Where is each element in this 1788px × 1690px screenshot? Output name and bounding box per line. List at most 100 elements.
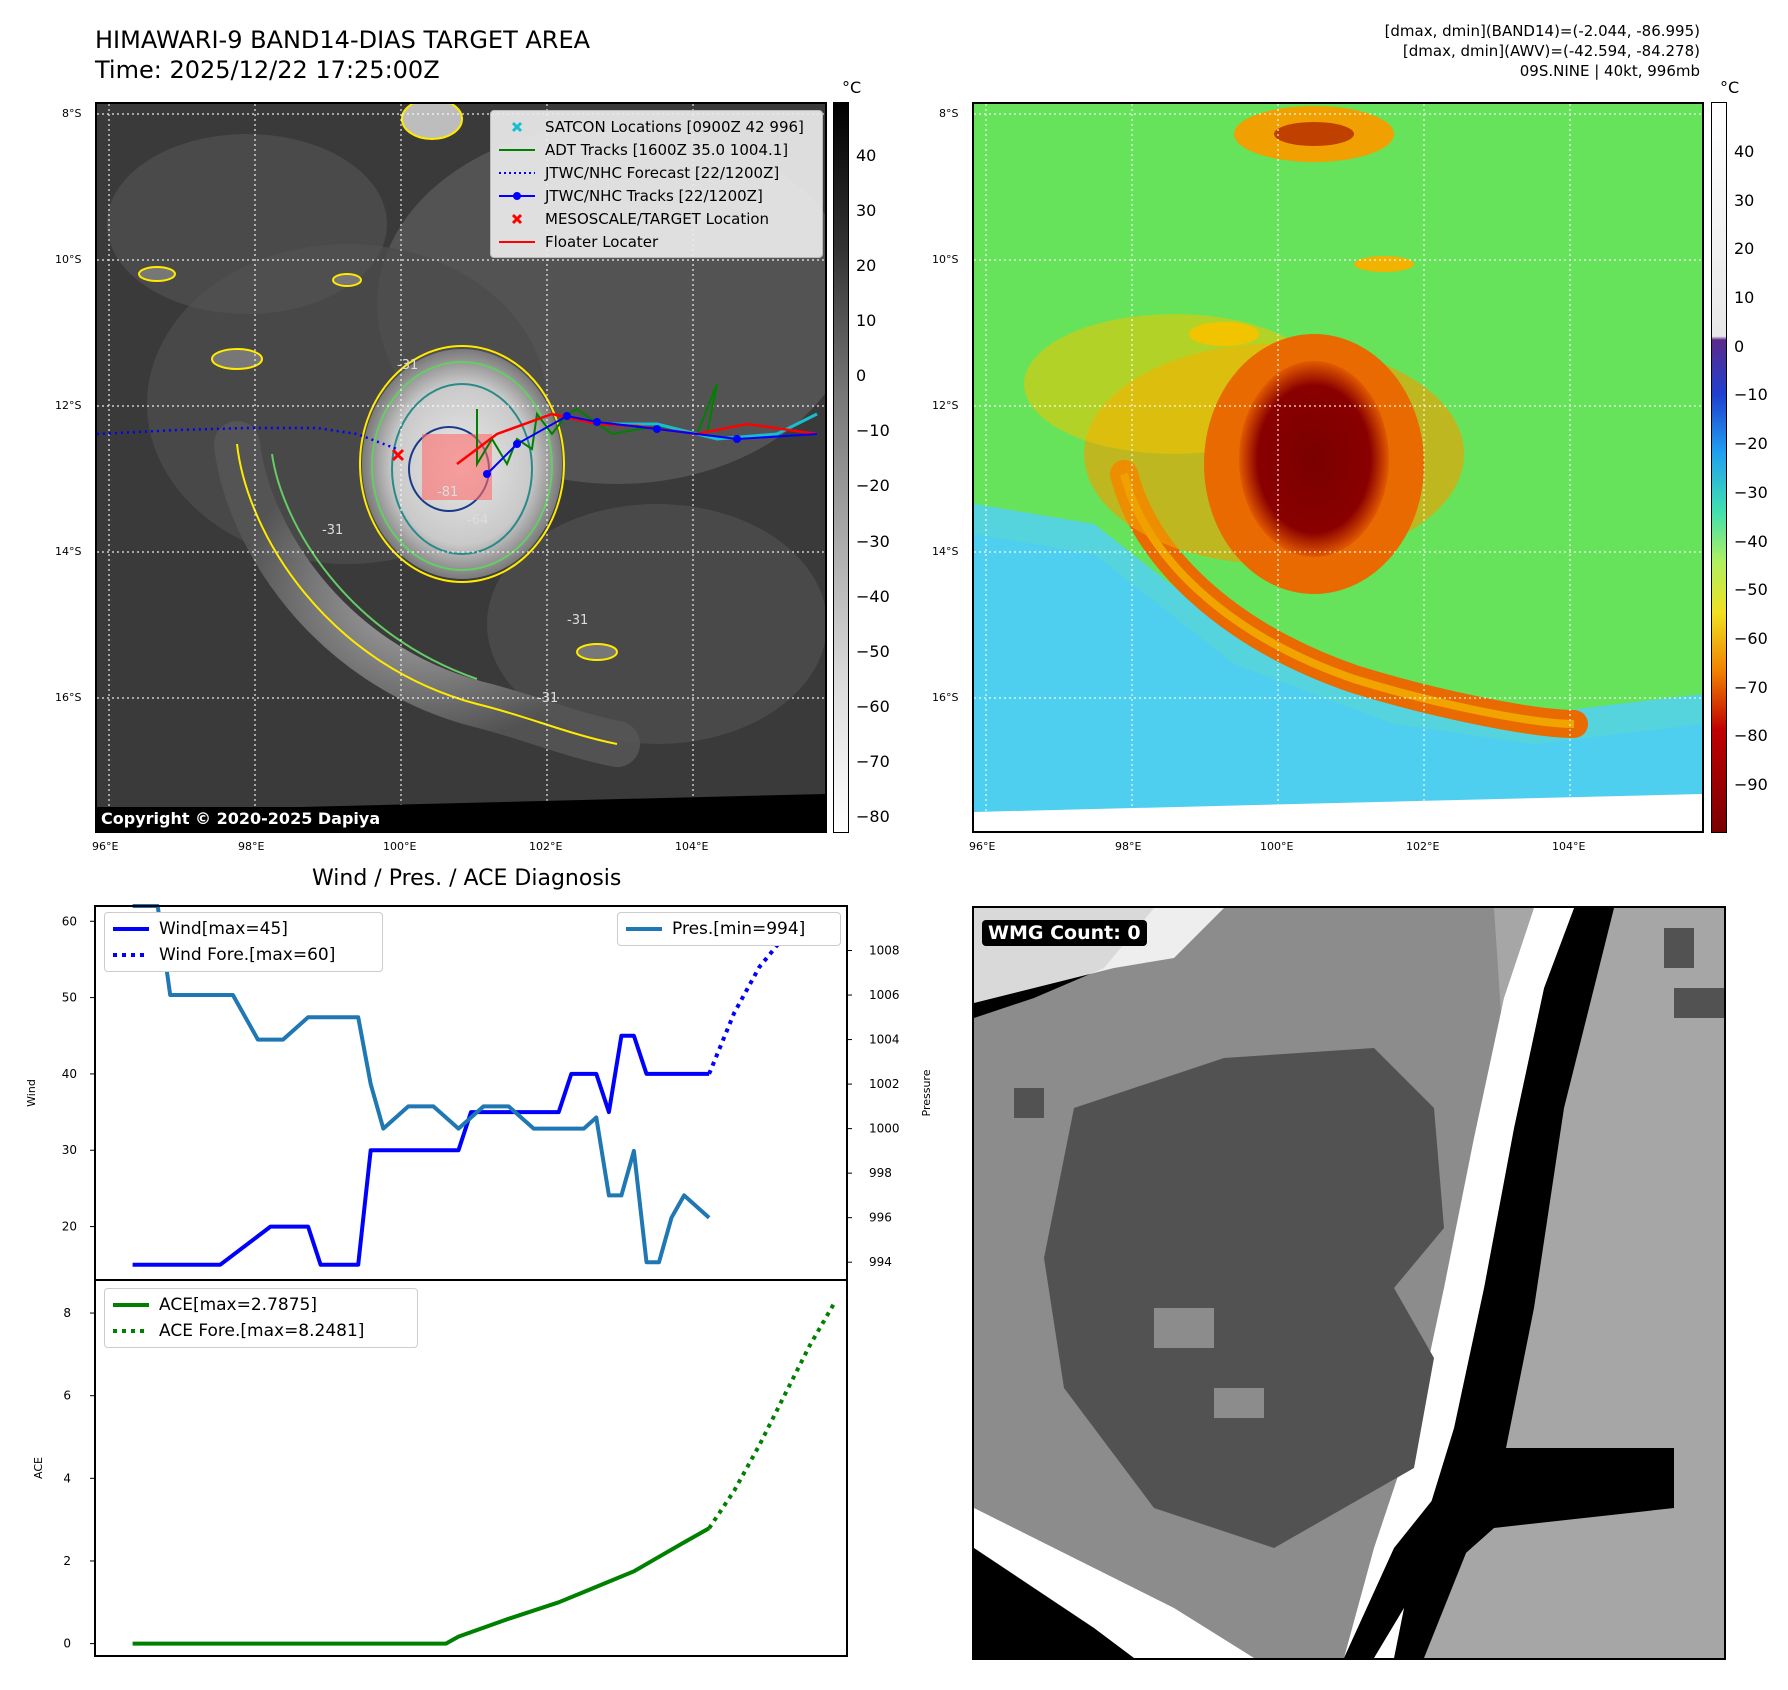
contour-label: -81 (437, 485, 458, 500)
wind-pressure-plot: 20 30 40 50 60 994 996 998 1000 1002 1004 1006 1008 (62, 904, 900, 1269)
dotted-line-icon (111, 1323, 151, 1339)
lon-label: 102°E (1406, 840, 1440, 853)
lat-label: 8°S (939, 107, 959, 120)
solid-line-icon (497, 234, 537, 250)
ir-colorbar (833, 102, 849, 833)
lat-label: 12°S (55, 399, 82, 412)
wind-tick-label: 40 (62, 1067, 77, 1081)
dotted-line-icon (111, 947, 151, 963)
x-marker-icon (497, 119, 537, 135)
contour-label: -31 (537, 691, 558, 706)
ace-series-1 (707, 1301, 837, 1530)
contour-label: -31 (322, 523, 343, 538)
ace-plot-frame (94, 1279, 848, 1657)
wind-axis-label: Wind (25, 1079, 38, 1107)
line-dot-icon (497, 188, 537, 204)
diagnosis-chart: 203040506099499699810001002100410061008 … (25, 904, 933, 1657)
awv-range: [dmax, dmin](AWV)=(-42.594, -84.278) (1402, 42, 1700, 60)
pressure-tick-label: 1004 (869, 1033, 900, 1047)
ace-series-0 (132, 1526, 711, 1646)
legend-item-jtwc-forecast: JTWC/NHC Forecast [22/1200Z] (497, 161, 822, 184)
storm-summary: 09S.NINE | 40kt, 996mb (1519, 62, 1700, 80)
pressure-tick-label: 998 (869, 1166, 892, 1180)
satcon-track (597, 412, 818, 441)
dias-map-panel (972, 102, 1704, 833)
pressure-axis-label: Pressure (920, 1069, 933, 1116)
legend-item-wind: Wind[max=45] (111, 916, 376, 942)
legend-item-wind-forecast: Wind Fore.[max=60] (111, 942, 376, 968)
ace-tick-label: 0 (63, 1637, 71, 1651)
copyright-label: Copyright © 2020-2025 Dapiya (97, 807, 387, 830)
legend-item-adt: ADT Tracks [1600Z 35.0 1004.1] (497, 138, 822, 161)
lat-label: 10°S (932, 253, 959, 266)
x-marker-icon (497, 211, 537, 227)
target-marker (391, 448, 405, 462)
ace-tick-label: 2 (63, 1554, 71, 1568)
wind-tick-label: 60 (62, 914, 77, 928)
lon-label: 96°E (92, 840, 119, 853)
wmg-panel: WMG Count: 0 (972, 906, 1726, 1660)
wind-series-2 (132, 904, 711, 1265)
lon-label: 100°E (1260, 840, 1294, 853)
legend-item-ace-forecast: ACE Fore.[max=8.2481] (111, 1318, 411, 1344)
ace-axis-label: ACE (32, 1457, 45, 1479)
lon-label: 96°E (969, 840, 996, 853)
lon-label: 104°E (675, 840, 709, 853)
ace-legend: ACE[max=2.7875] ACE Fore.[max=8.2481] (104, 1288, 418, 1348)
lon-label: 102°E (529, 840, 563, 853)
lat-label: 16°S (55, 691, 82, 704)
ir-map-panel: -31 -64 -81 -31 -31 -31 SATCON Locations… (95, 102, 827, 833)
legend-item-ace: ACE[max=2.7875] (111, 1292, 411, 1318)
pressure-tick-label: 1006 (869, 988, 900, 1002)
ace-tick-label: 8 (63, 1306, 71, 1320)
legend-item-jtwc-track: JTWC/NHC Tracks [22/1200Z] (497, 184, 822, 207)
legend-item-floater: Floater Locater (497, 230, 822, 253)
pressure-legend: Pres.[min=994] (617, 912, 841, 946)
pressure-tick-label: 996 (869, 1211, 892, 1225)
lon-label: 100°E (383, 840, 417, 853)
lat-label: 16°S (932, 691, 959, 704)
pressure-tick-label: 1002 (869, 1077, 900, 1091)
map-title-line1: HIMAWARI-9 BAND14-DIAS TARGET AREA (95, 26, 591, 54)
wind-tick-label: 20 (62, 1220, 77, 1234)
legend-item-target: MESOSCALE/TARGET Location (497, 207, 822, 230)
band14-range: [dmax, dmin](BAND14)=(-2.044, -86.995) (1384, 22, 1700, 40)
ir-colorbar-ticks: 40 30 20 10 0 −10 −20 −30 −40 −50 −60 −7… (856, 146, 890, 826)
solid-line-icon (111, 1297, 151, 1313)
lon-label: 98°E (1115, 840, 1142, 853)
wind-series-0 (132, 1033, 710, 1267)
lon-label: 104°E (1552, 840, 1586, 853)
wmg-image (974, 908, 1724, 1658)
solid-line-icon (497, 142, 537, 158)
ace-plot: 0 2 4 6 8 (63, 1301, 837, 1651)
wind-legend: Wind[max=45] Wind Fore.[max=60] (104, 912, 383, 972)
dias-colorbar-ticks: 40 30 20 10 0 −10 −20 −30 −40 −50 −60 −7… (1734, 142, 1768, 794)
jtwc-forecast-line (97, 426, 398, 451)
pressure-tick-label: 994 (869, 1255, 892, 1269)
contour-label: -31 (397, 358, 418, 373)
lat-label: 10°S (55, 253, 82, 266)
ace-tick-label: 6 (63, 1389, 71, 1403)
wind-tick-label: 50 (62, 991, 77, 1005)
legend-item-pressure: Pres.[min=994] (624, 916, 834, 942)
contour-label: -31 (567, 613, 588, 628)
lat-label: 8°S (62, 107, 82, 120)
dias-colorbar-unit: °C (1720, 78, 1740, 97)
solid-line-icon (624, 921, 664, 937)
pressure-tick-label: 1008 (869, 944, 900, 958)
pressure-tick-label: 1000 (869, 1122, 900, 1136)
lat-label: 14°S (932, 545, 959, 558)
ir-colorbar-unit: °C (842, 78, 862, 97)
dias-map-image (974, 104, 1702, 831)
contour-label: -64 (467, 513, 488, 528)
diagnosis-title: Wind / Pres. / ACE Diagnosis (312, 866, 622, 891)
lat-label: 12°S (932, 399, 959, 412)
solid-line-icon (111, 921, 151, 937)
dotted-line-icon (497, 165, 537, 181)
legend-item-satcon: SATCON Locations [0900Z 42 996] (497, 115, 822, 138)
lon-label: 98°E (238, 840, 265, 853)
map-title-line2: Time: 2025/12/22 17:25:00Z (95, 56, 440, 84)
map-legend: SATCON Locations [0900Z 42 996] ADT Trac… (490, 110, 823, 258)
wind-tick-label: 30 (62, 1143, 77, 1157)
ace-tick-label: 4 (63, 1471, 71, 1485)
